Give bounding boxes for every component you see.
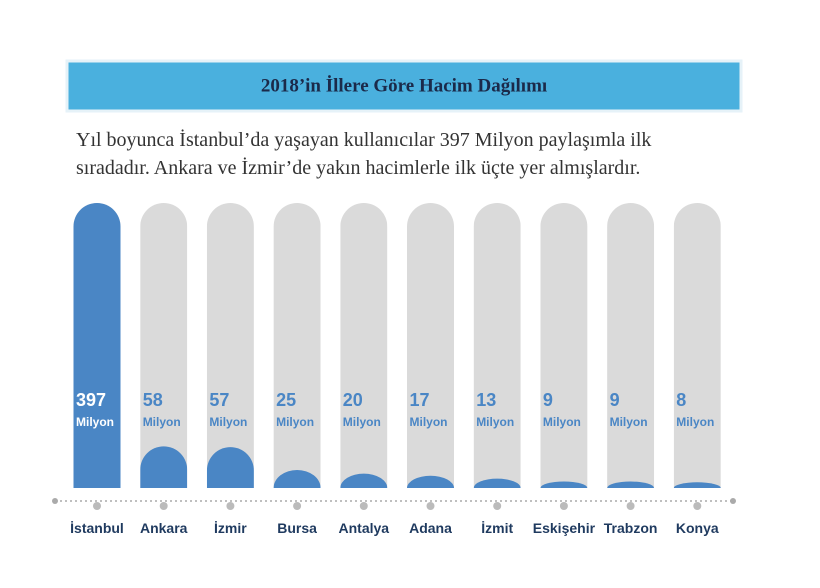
x-tick-label: Antalya (339, 520, 390, 536)
track (540, 203, 588, 488)
x-tick-label: İzmit (481, 520, 513, 536)
axis-dot (293, 502, 302, 510)
axis-dot (226, 502, 235, 510)
axis-dot (559, 502, 568, 510)
value-label: 397 (76, 390, 106, 410)
track (473, 203, 521, 488)
value-label: 8 (676, 390, 686, 410)
axis-dot (93, 502, 101, 510)
unit-label: Milyon (343, 415, 381, 429)
track (273, 203, 321, 488)
unit-label: Milyon (610, 415, 648, 429)
subtitle: sıradadır. Ankara ve İzmir’de yakın haci… (76, 156, 640, 179)
bar (607, 481, 655, 488)
axis-dot (493, 502, 502, 510)
track (607, 203, 655, 488)
axis-dot (693, 502, 702, 510)
title-banner (65, 59, 743, 113)
bar (206, 447, 254, 488)
axis-dot (626, 502, 635, 510)
unit-label: Milyon (543, 415, 581, 429)
bar (473, 478, 521, 488)
x-tick-label: İzmir (214, 520, 247, 536)
bar (540, 481, 588, 488)
value-label: 17 (410, 390, 430, 410)
axis-end (52, 498, 58, 504)
unit-label: Milyon (676, 415, 714, 429)
axis-dot (426, 502, 435, 510)
track (673, 203, 721, 488)
chart-title: 2018’in İllere Göre Hacim Dağılımı (261, 75, 547, 96)
unit-label: Milyon (143, 415, 181, 429)
unit-label: Milyon (76, 415, 114, 429)
bar (273, 470, 321, 488)
value-label: 57 (209, 390, 229, 410)
axis-dot (359, 502, 368, 510)
bar (140, 446, 188, 488)
axis-end (730, 498, 736, 504)
value-label: 9 (543, 390, 553, 410)
x-tick-label: İstanbul (70, 520, 124, 536)
bar (340, 473, 388, 488)
bar (407, 475, 454, 488)
axis-dot (159, 502, 168, 510)
x-tick-label: Trabzon (604, 520, 658, 536)
x-tick-label: Eskişehir (533, 520, 596, 536)
unit-label: Milyon (209, 415, 247, 429)
value-label: 20 (343, 390, 363, 410)
x-tick-label: Konya (676, 520, 719, 536)
unit-label: Milyon (410, 415, 448, 429)
unit-label: Milyon (276, 415, 314, 429)
bar (73, 203, 121, 488)
value-label: 9 (610, 390, 620, 410)
unit-label: Milyon (476, 415, 514, 429)
value-label: 13 (476, 390, 496, 410)
x-tick-label: Ankara (140, 520, 188, 536)
track (340, 203, 388, 488)
x-tick-label: Adana (409, 520, 452, 536)
x-tick-label: Bursa (277, 520, 317, 536)
track (206, 203, 254, 488)
value-label: 25 (276, 390, 296, 410)
value-label: 58 (143, 390, 163, 410)
track (407, 203, 454, 488)
track (140, 203, 188, 488)
bar (673, 482, 721, 488)
subtitle: Yıl boyunca İstanbul’da yaşayan kullanıc… (76, 128, 651, 151)
